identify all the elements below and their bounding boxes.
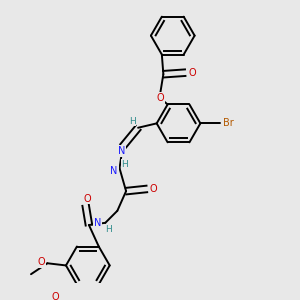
Text: H: H bbox=[105, 225, 112, 234]
Text: N: N bbox=[118, 146, 125, 156]
Text: O: O bbox=[188, 68, 196, 78]
Text: H: H bbox=[122, 160, 128, 169]
Text: N: N bbox=[110, 166, 118, 176]
Text: N: N bbox=[94, 218, 101, 228]
Text: O: O bbox=[52, 292, 59, 300]
Text: O: O bbox=[38, 257, 45, 267]
Text: O: O bbox=[83, 194, 91, 204]
Text: H: H bbox=[129, 117, 135, 126]
Text: O: O bbox=[150, 184, 157, 194]
Text: Br: Br bbox=[223, 118, 234, 128]
Text: O: O bbox=[157, 93, 164, 103]
